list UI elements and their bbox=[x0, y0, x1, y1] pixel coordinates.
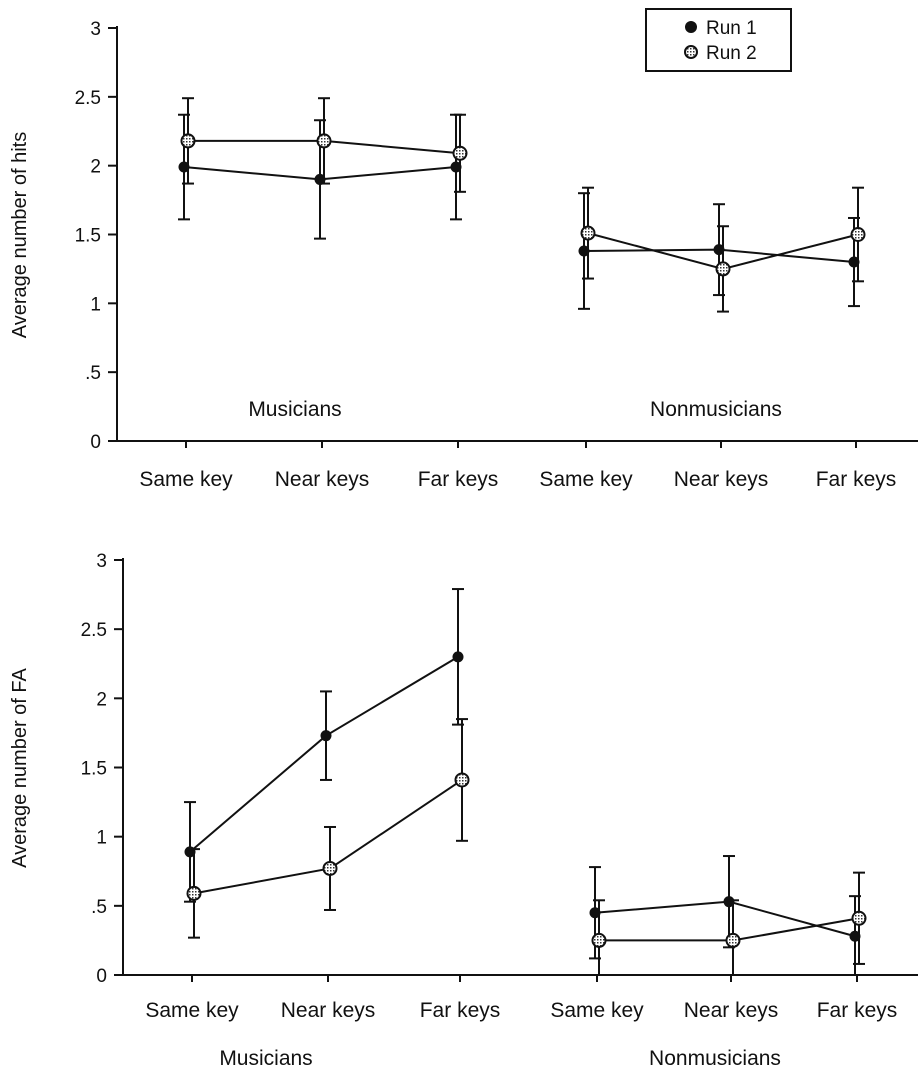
y-tick-label: 2.5 bbox=[81, 620, 107, 641]
y-tick-label: 1.5 bbox=[81, 759, 107, 780]
y-tick-label: .5 bbox=[91, 897, 107, 918]
data-point bbox=[322, 860, 338, 876]
y-tick-label: 2 bbox=[90, 157, 101, 178]
y-tick-label: 1.5 bbox=[75, 226, 101, 247]
data-point bbox=[314, 173, 326, 185]
x-tick-label: Far keys bbox=[817, 999, 898, 1022]
data-point bbox=[178, 161, 190, 173]
false-alarm-panel: 0 .5 1 1.5 2 2.5 3 Average number of FA Same key… bbox=[9, 551, 918, 1070]
legend-run1-label: Run 1 bbox=[706, 18, 757, 39]
legend: Run 1 Run 2 bbox=[645, 8, 792, 72]
y-tick-label: .5 bbox=[85, 363, 101, 384]
data-point bbox=[725, 932, 741, 948]
group-label: Nonmusicians bbox=[649, 1047, 781, 1070]
x-tick-label: Same key bbox=[550, 999, 644, 1022]
legend-run1-marker bbox=[685, 21, 697, 33]
data-point bbox=[320, 730, 332, 742]
data-point bbox=[180, 133, 196, 149]
y-tick-label: 2.5 bbox=[75, 88, 101, 109]
legend-box bbox=[645, 8, 792, 72]
y-tick-label: 1 bbox=[90, 294, 101, 315]
legend-run2-label: Run 2 bbox=[706, 43, 757, 64]
legend-run2-marker bbox=[684, 45, 698, 59]
data-point bbox=[591, 932, 607, 948]
x-tick-label: Near keys bbox=[684, 999, 779, 1022]
data-point bbox=[578, 245, 590, 257]
y-tick-label: 3 bbox=[90, 19, 101, 40]
x-tick-label: Near keys bbox=[281, 999, 376, 1022]
y-tick-label: 3 bbox=[96, 551, 107, 572]
series-line bbox=[193, 779, 463, 895]
x-tick-label: Near keys bbox=[674, 468, 769, 491]
x-tick-label: Far keys bbox=[816, 468, 897, 491]
x-tick-label: Far keys bbox=[418, 468, 499, 491]
hits-panel: 0 .5 1 1.5 2 2.5 3 Average number of hits Same k… bbox=[9, 19, 918, 491]
data-point bbox=[580, 225, 596, 241]
series-line bbox=[594, 900, 856, 938]
data-point bbox=[454, 772, 470, 788]
series-line bbox=[189, 655, 459, 853]
data-point bbox=[713, 244, 725, 256]
x-tick-label: Same key bbox=[145, 999, 239, 1022]
y-axis-title: Average number of hits bbox=[9, 132, 31, 338]
data-point bbox=[723, 896, 735, 908]
y-tick-label: 2 bbox=[96, 689, 107, 710]
data-point bbox=[452, 145, 468, 161]
data-point bbox=[849, 930, 861, 942]
x-tick-label: Near keys bbox=[275, 468, 370, 491]
y-axis-title: Average number of FA bbox=[9, 667, 31, 867]
data-point bbox=[452, 651, 464, 663]
data-point bbox=[186, 885, 202, 901]
x-tick-label: Far keys bbox=[420, 999, 501, 1022]
data-point bbox=[715, 261, 731, 277]
y-tick-label: 1 bbox=[96, 828, 107, 849]
data-point bbox=[848, 256, 860, 268]
y-tick-label: 0 bbox=[96, 966, 107, 987]
data-point bbox=[851, 910, 867, 926]
data-point bbox=[316, 133, 332, 149]
group-label: Nonmusicians bbox=[650, 398, 782, 421]
data-point bbox=[850, 227, 866, 242]
data-point bbox=[589, 907, 601, 919]
y-tick-label: 0 bbox=[90, 432, 101, 453]
group-label: Musicians bbox=[248, 398, 341, 421]
x-tick-label: Same key bbox=[139, 468, 233, 491]
group-label: Musicians bbox=[219, 1047, 312, 1070]
data-point bbox=[450, 161, 462, 173]
x-tick-label: Same key bbox=[539, 468, 633, 491]
